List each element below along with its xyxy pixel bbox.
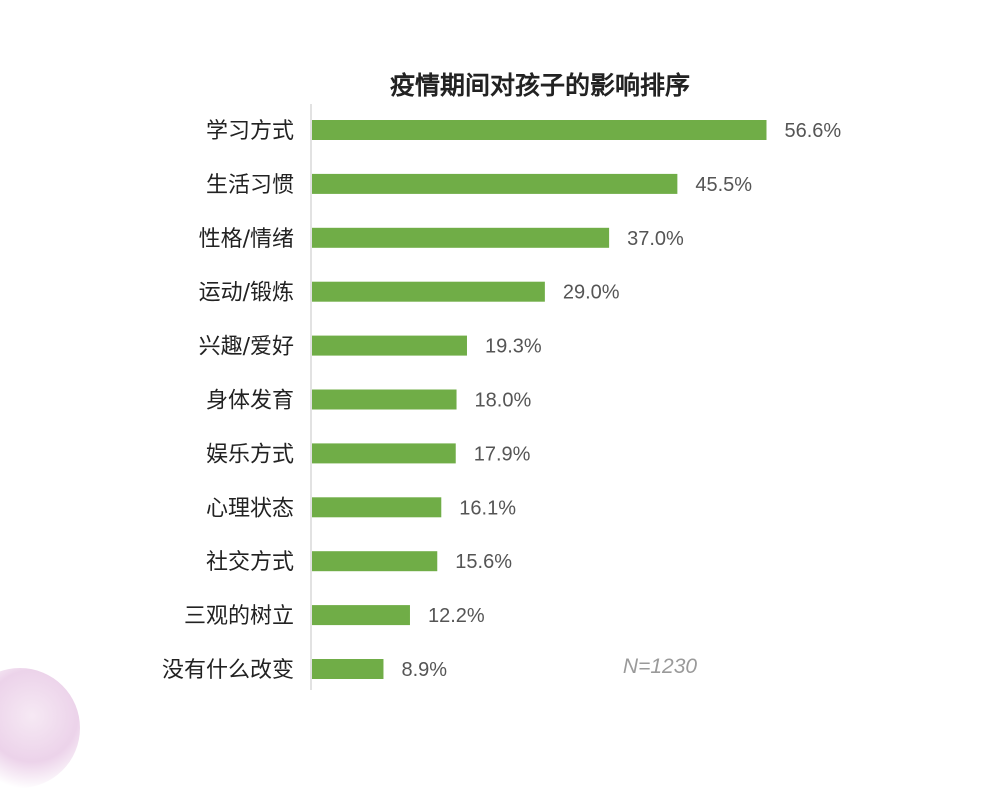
bar <box>312 389 457 410</box>
bar <box>312 497 442 518</box>
value-label: 17.9% <box>474 443 531 465</box>
chart-title: 疫情期间对孩子的影响排序 <box>390 71 690 100</box>
value-label: 12.2% <box>428 605 485 627</box>
value-label: 18.0% <box>475 390 532 412</box>
category-label: 三观的树立 <box>184 604 294 629</box>
bar <box>312 605 410 626</box>
category-label: 身体发育 <box>206 389 294 414</box>
value-label: 16.1% <box>459 497 516 519</box>
bar <box>312 120 767 140</box>
sample-size-note: N=1230 <box>623 655 697 678</box>
bar <box>312 335 467 356</box>
value-label: 37.0% <box>627 228 684 250</box>
category-label: 娱乐方式 <box>206 442 294 467</box>
bar <box>312 281 545 302</box>
category-label: 生活习惯 <box>206 173 294 198</box>
value-label: 19.3% <box>485 336 542 358</box>
category-label: 兴趣/爱好 <box>199 335 294 360</box>
value-label: 15.6% <box>455 551 512 573</box>
category-label: 运动/锻炼 <box>199 281 294 306</box>
value-label: 29.0% <box>563 282 620 304</box>
value-label: 56.6% <box>784 120 841 142</box>
category-label: 心理状态 <box>206 496 294 521</box>
category-label: 性格/情绪 <box>199 227 294 252</box>
bar-chart: 疫情期间对孩子的影响排序 学习方式 56.6% 生活习惯 45.5% 性格/情绪 37.0… <box>162 71 841 690</box>
category-label: 社交方式 <box>206 550 294 575</box>
bar <box>312 659 384 679</box>
value-label: 45.5% <box>695 174 752 196</box>
category-label: 没有什么改变 <box>162 658 294 683</box>
category-label: 学习方式 <box>206 119 294 144</box>
bar <box>312 173 678 194</box>
value-label: 8.9% <box>401 659 447 681</box>
bar <box>312 551 438 572</box>
bar <box>312 227 610 248</box>
bar <box>312 443 456 464</box>
